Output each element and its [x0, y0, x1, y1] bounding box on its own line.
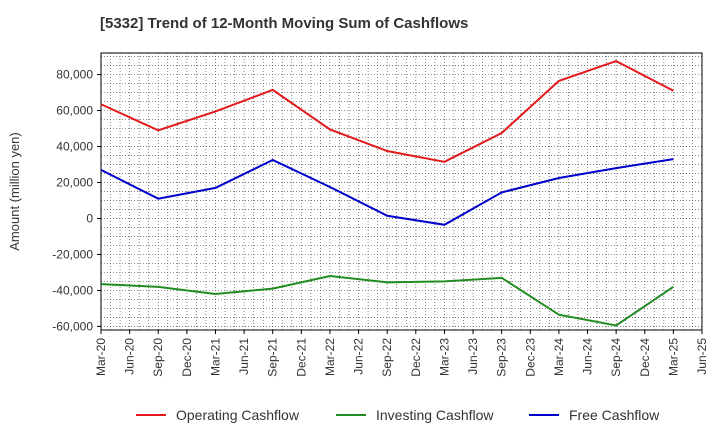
x-tick-label: Dec-23	[523, 338, 537, 377]
x-tick-label: Dec-21	[294, 338, 308, 377]
x-tick-label: Mar-25	[666, 338, 680, 376]
x-tick-label: Jun-22	[352, 338, 366, 375]
x-tick-label: Jun-21	[237, 338, 251, 375]
y-tick-label: 0	[86, 211, 93, 225]
x-axis-ticks: Mar-20 Jun-20 Sep-20 Dec-20 Mar-21 Jun-21 Sep-…	[94, 330, 709, 377]
x-tick-label: Jun-24	[581, 338, 595, 375]
x-tick-label: Mar-22	[323, 338, 337, 376]
y-axis-ticks: -60,000 -40,000 -20,000 0 20,000 40,000 60,000…	[52, 68, 101, 333]
x-tick-label: Sep-21	[266, 338, 280, 377]
x-tick-label: Jun-25	[695, 338, 709, 375]
series-line-free-cashflow	[100, 158, 674, 226]
x-tick-label: Mar-20	[94, 338, 108, 376]
x-tick-label: Sep-24	[609, 338, 623, 377]
x-tick-label: Sep-23	[495, 338, 509, 377]
x-tick-label: Mar-23	[437, 338, 451, 376]
series-line-investing-cashflow	[100, 275, 674, 327]
x-tick-label: Jun-20	[123, 338, 137, 375]
y-tick-label: 40,000	[56, 140, 93, 154]
y-tick-label: -20,000	[52, 247, 93, 261]
y-tick-label: -40,000	[52, 283, 93, 297]
y-tick-label: 80,000	[56, 68, 93, 82]
y-tick-label: 20,000	[56, 176, 93, 190]
grid	[100, 53, 703, 330]
x-tick-label: Jun-23	[466, 338, 480, 375]
x-tick-label: Dec-24	[638, 338, 652, 377]
x-tick-label: Mar-24	[552, 338, 566, 376]
y-axis-label: Amount (million yen)	[7, 132, 22, 251]
chart-title: [5332] Trend of 12-Month Moving Sum of C…	[100, 15, 468, 32]
series-line-operating-cashflow	[100, 60, 674, 163]
x-tick-label: Dec-22	[409, 338, 423, 377]
y-tick-label: 60,000	[56, 104, 93, 118]
legend-label: Free Cashflow	[569, 407, 660, 423]
legend-label: Operating Cashflow	[176, 407, 300, 423]
series-layer	[100, 60, 674, 327]
x-tick-label: Dec-20	[180, 338, 194, 377]
plot-frame	[100, 52, 703, 331]
x-tick-label: Mar-21	[208, 338, 222, 376]
legend-label: Investing Cashflow	[376, 407, 494, 423]
y-tick-label: -60,000	[52, 319, 93, 333]
legend: Operating Cashflow Investing Cashflow Free…	[136, 407, 660, 423]
x-tick-label: Sep-22	[380, 338, 394, 377]
x-tick-label: Sep-20	[151, 338, 165, 377]
